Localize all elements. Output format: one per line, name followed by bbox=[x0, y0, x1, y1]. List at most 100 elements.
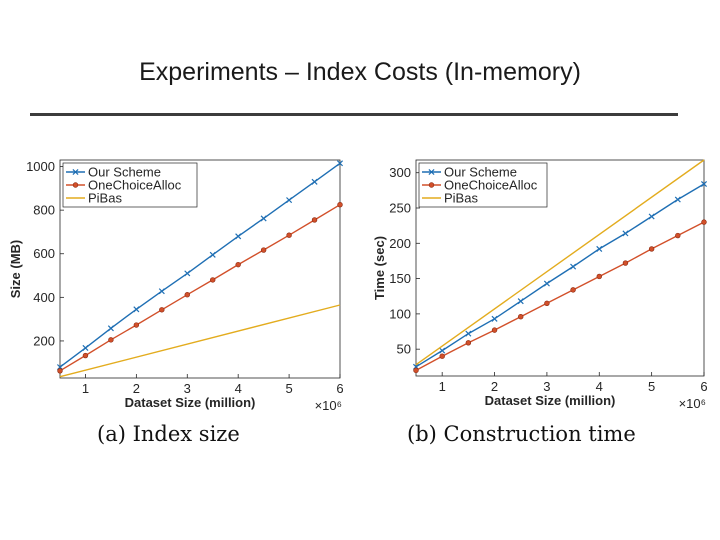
legend-label: OneChoiceAlloc bbox=[88, 178, 182, 193]
data-point bbox=[159, 307, 165, 313]
data-point bbox=[491, 315, 498, 322]
data-point bbox=[596, 273, 602, 280]
data-point bbox=[184, 292, 190, 298]
series-line bbox=[415, 159, 705, 366]
data-point bbox=[543, 280, 550, 287]
legend-label: OneChoiceAlloc bbox=[444, 178, 538, 193]
x-tick-label: 2 bbox=[491, 379, 498, 394]
y-tick-label: 300 bbox=[389, 165, 411, 180]
x-axis-label: Dataset Size (million) bbox=[485, 393, 616, 408]
legend-label: Our Scheme bbox=[444, 165, 517, 180]
data-point bbox=[413, 367, 419, 374]
series-line bbox=[59, 204, 341, 372]
legend-label: PiBas bbox=[444, 191, 478, 206]
data-point bbox=[235, 233, 242, 240]
legend-marker bbox=[428, 182, 435, 188]
x-tick-label: 6 bbox=[336, 381, 343, 396]
y-tick-label: 250 bbox=[389, 201, 411, 216]
data-point bbox=[286, 232, 292, 238]
data-point bbox=[210, 277, 216, 283]
data-point bbox=[465, 330, 472, 337]
data-point bbox=[82, 344, 89, 351]
data-point bbox=[311, 217, 318, 223]
legend-label: PiBas bbox=[88, 191, 122, 206]
chart-panel-index-size: 200 400 600 800 1000 1 2 3 4 5 6 Dataset Size (mill… bbox=[2, 148, 348, 421]
x-tick-label: 3 bbox=[184, 381, 191, 396]
data-point bbox=[82, 352, 89, 359]
data-point bbox=[648, 246, 655, 252]
data-point bbox=[544, 300, 550, 306]
x-tick-label: 1 bbox=[439, 379, 446, 394]
title-divider bbox=[30, 113, 678, 116]
data-point bbox=[674, 196, 681, 203]
data-point bbox=[209, 251, 216, 258]
data-point bbox=[158, 288, 165, 295]
data-point bbox=[107, 325, 114, 332]
y-tick-label: 400 bbox=[33, 290, 55, 305]
data-point bbox=[133, 322, 140, 328]
data-point bbox=[491, 327, 498, 333]
y-tick-label: 150 bbox=[389, 271, 411, 286]
x-tick-label: 4 bbox=[596, 379, 603, 394]
data-point bbox=[675, 232, 681, 239]
series-line bbox=[59, 304, 341, 378]
data-point bbox=[57, 368, 63, 374]
data-point bbox=[648, 213, 655, 220]
x-axis-multiplier: ×10⁶ bbox=[315, 398, 342, 413]
x-axis-label: Dataset Size (million) bbox=[125, 395, 256, 410]
data-point bbox=[133, 306, 140, 313]
legend-marker bbox=[72, 182, 79, 188]
data-point bbox=[465, 340, 472, 346]
data-point bbox=[286, 197, 293, 204]
data-point bbox=[439, 353, 445, 359]
data-point bbox=[260, 215, 267, 222]
data-point bbox=[622, 230, 629, 237]
data-point bbox=[108, 337, 114, 343]
data-point bbox=[700, 180, 708, 188]
caption-construction-time: (b) Construction time bbox=[407, 422, 636, 446]
x-tick-label: 5 bbox=[285, 381, 292, 396]
chart-panel-construction-time: 50 100 150 200 250 300 1 2 3 4 5 6 Dataset Size (mil… bbox=[366, 148, 712, 421]
y-tick-label: 200 bbox=[33, 333, 55, 348]
legend-marker bbox=[72, 168, 79, 176]
index-size-chart: 200 400 600 800 1000 1 2 3 4 5 6 Dataset Size (mill… bbox=[8, 159, 344, 413]
y-tick-label: 1000 bbox=[26, 159, 55, 174]
data-point bbox=[311, 178, 318, 185]
y-tick-label: 800 bbox=[33, 203, 55, 218]
y-tick-label: 50 bbox=[397, 342, 411, 357]
y-axis-label: Size (MB) bbox=[8, 240, 23, 299]
legend-marker bbox=[428, 168, 435, 176]
data-point bbox=[235, 261, 241, 268]
data-point bbox=[518, 314, 524, 320]
data-point bbox=[701, 219, 707, 225]
series-line bbox=[415, 183, 705, 368]
y-tick-label: 100 bbox=[389, 306, 411, 321]
data-point bbox=[439, 347, 446, 354]
data-point bbox=[596, 245, 603, 252]
legend-label: Our Scheme bbox=[88, 165, 161, 180]
x-tick-label: 3 bbox=[543, 379, 550, 394]
data-point bbox=[622, 260, 629, 266]
y-tick-label: 600 bbox=[33, 246, 55, 261]
x-tick-label: 1 bbox=[82, 381, 89, 396]
caption-index-size: (a) Index size bbox=[97, 422, 240, 446]
data-point bbox=[570, 263, 577, 270]
slide-title: Experiments – Index Costs (In-memory) bbox=[139, 58, 581, 86]
data-point bbox=[517, 298, 524, 305]
x-tick-label: 6 bbox=[700, 379, 707, 394]
y-axis-label: Time (sec) bbox=[372, 236, 387, 300]
x-tick-label: 5 bbox=[648, 379, 655, 394]
x-tick-label: 2 bbox=[133, 381, 140, 396]
data-point bbox=[336, 160, 344, 167]
data-point bbox=[184, 270, 191, 277]
data-point bbox=[260, 247, 267, 253]
construction-time-chart: 50 100 150 200 250 300 1 2 3 4 5 6 Dataset Size (mil… bbox=[372, 159, 708, 411]
x-axis-multiplier: ×10⁶ bbox=[679, 396, 706, 411]
data-point bbox=[570, 287, 576, 293]
series-line bbox=[415, 221, 705, 372]
series-line bbox=[59, 162, 341, 368]
data-point bbox=[337, 201, 343, 208]
y-tick-label: 200 bbox=[389, 236, 411, 251]
x-tick-label: 4 bbox=[235, 381, 242, 396]
legend-box bbox=[62, 162, 198, 208]
